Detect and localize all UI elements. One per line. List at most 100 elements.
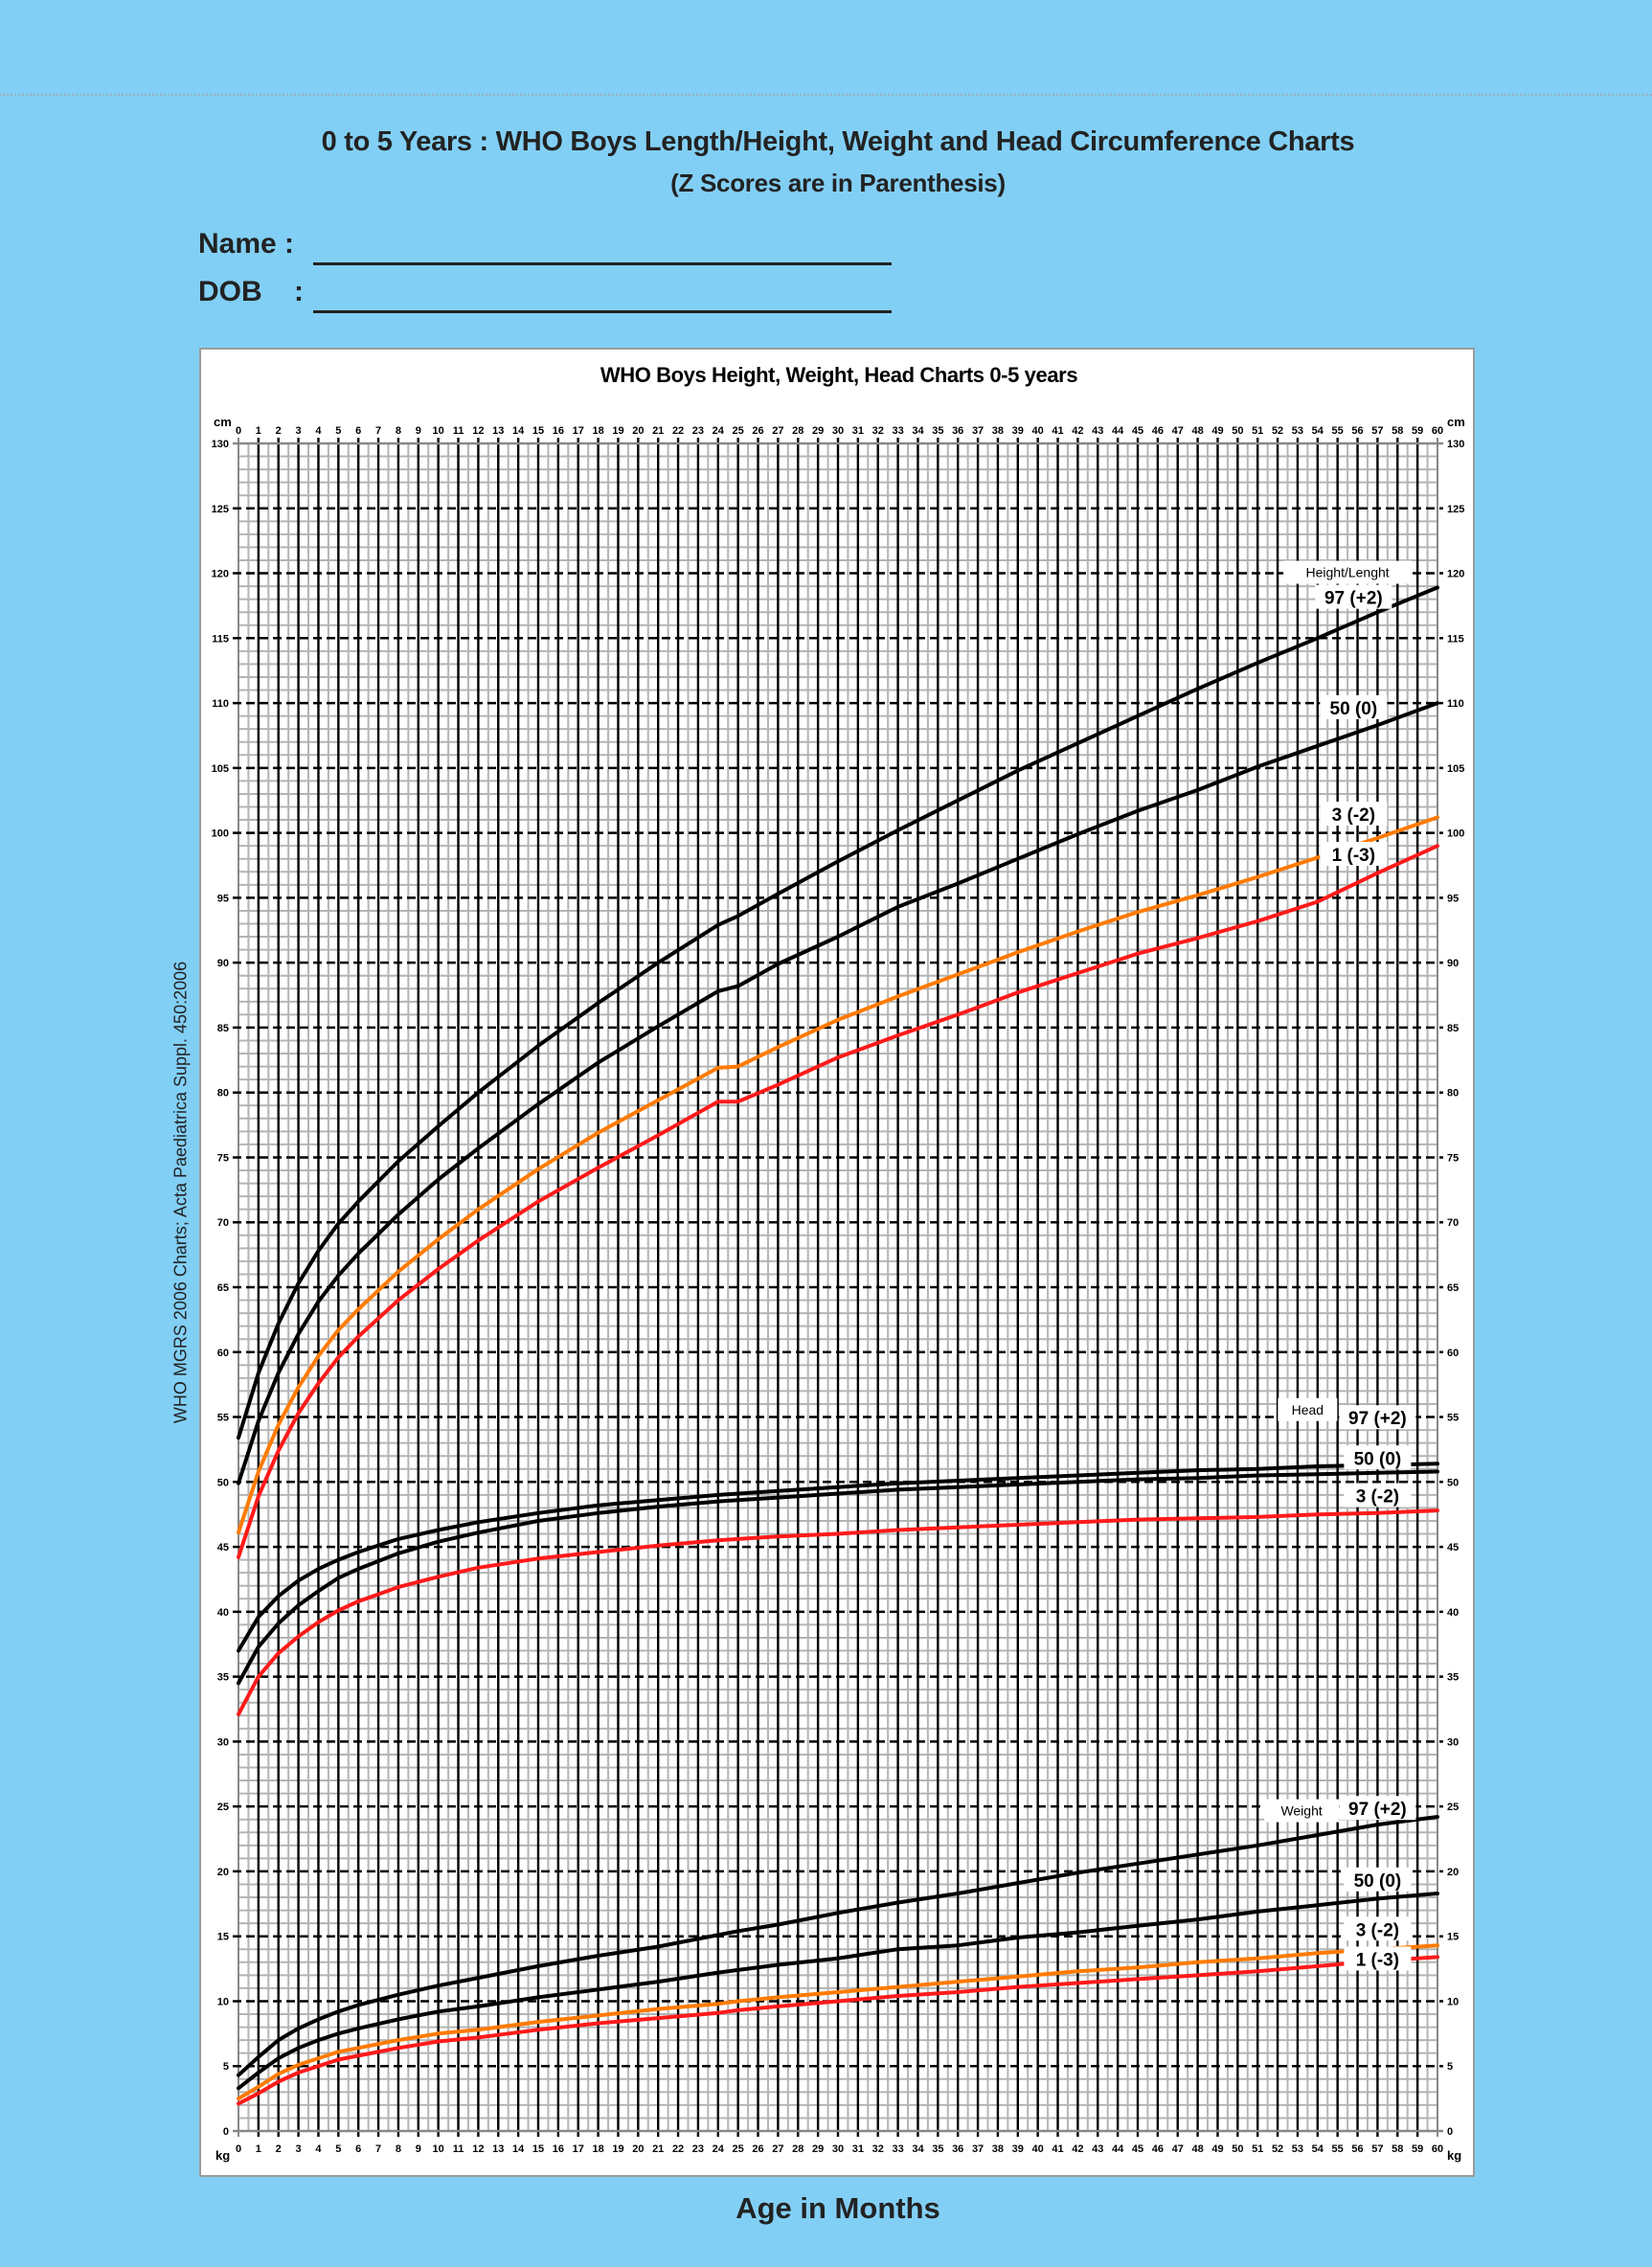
y-tick-label-right: 85 [1447, 1023, 1459, 1034]
x-tick-label-bottom: 8 [396, 2143, 401, 2155]
x-tick-label-top: 33 [892, 425, 903, 437]
x-tick-label-top: 15 [532, 425, 544, 437]
x-tick-label-top: 11 [453, 425, 464, 437]
x-tick-label-bottom: 22 [672, 2143, 684, 2155]
x-tick-label-bottom: 13 [492, 2143, 504, 2155]
x-tick-label-top: 27 [772, 425, 783, 437]
x-tick-label-bottom: 18 [592, 2143, 603, 2155]
x-tick-label-bottom: 2 [276, 2143, 282, 2155]
y-tick-label-right: 20 [1447, 1867, 1459, 1878]
x-tick-label-bottom: 17 [573, 2143, 584, 2155]
x-tick-label-bottom: 50 [1232, 2143, 1243, 2155]
x-tick-label-top: 10 [433, 425, 444, 437]
x-tick-label-bottom: 47 [1172, 2143, 1184, 2155]
x-tick-label-bottom: 1 [256, 2143, 261, 2155]
x-tick-label-bottom: 39 [1012, 2143, 1024, 2155]
series-label: 1 (-3) [1332, 846, 1375, 866]
y-tick-label-left: 5 [223, 2061, 229, 2073]
curve-height-lenght [237, 585, 1439, 1440]
series-label: 50 (0) [1354, 1871, 1402, 1892]
x-tick-label-bottom: 43 [1092, 2143, 1103, 2155]
x-tick-label-top: 13 [492, 425, 504, 437]
x-tick-label-top: 45 [1132, 425, 1143, 437]
x-tick-label-top: 36 [952, 425, 963, 437]
x-tick-label-bottom: 45 [1132, 2143, 1143, 2155]
x-tick-label-bottom: 60 [1432, 2143, 1443, 2155]
x-tick-label-bottom: 20 [632, 2143, 644, 2155]
y-tick-label-left: 10 [217, 1996, 229, 2007]
curve-weight [237, 1815, 1439, 2077]
y-tick-label-right: 90 [1447, 958, 1459, 969]
x-tick-label-top: 43 [1092, 425, 1103, 437]
x-tick-label-top: 42 [1072, 425, 1083, 437]
series-label: 97 (+2) [1348, 1800, 1407, 1820]
curve-head [237, 1462, 1439, 1653]
x-tick-label-top: 59 [1412, 425, 1423, 437]
y-tick-label-right: 35 [1447, 1672, 1459, 1684]
x-tick-label-top: 31 [852, 425, 864, 437]
x-tick-label-bottom: 30 [832, 2143, 844, 2155]
y-tick-label-right: 10 [1447, 1996, 1459, 2007]
y-tick-label-left: 85 [217, 1023, 229, 1034]
x-tick-label-bottom: 58 [1392, 2143, 1403, 2155]
x-tick-label-top: 35 [932, 425, 943, 437]
name-fill-line[interactable] [313, 262, 892, 265]
x-tick-label-top: 9 [416, 425, 421, 437]
page-fold-divider [0, 94, 1652, 96]
y-tick-label-left: 65 [217, 1282, 229, 1294]
y-tick-label-left: 100 [212, 828, 229, 840]
x-tick-label-top: 12 [472, 425, 484, 437]
x-tick-label-bottom: 21 [652, 2143, 664, 2155]
x-tick-label-top: 57 [1371, 425, 1383, 437]
x-tick-label-top: 44 [1112, 425, 1124, 437]
x-tick-label-bottom: 5 [335, 2143, 341, 2155]
x-tick-label-top: 38 [992, 425, 1004, 437]
x-tick-label-bottom: 27 [772, 2143, 783, 2155]
y-tick-label-right: 120 [1447, 569, 1464, 580]
x-tick-label-top: 34 [912, 425, 924, 437]
x-tick-label-bottom: 49 [1211, 2143, 1223, 2155]
x-tick-label-top: 1 [256, 425, 261, 437]
source-citation: WHO MGRS 2006 Charts; Acta Paediatrica S… [170, 961, 191, 1424]
x-tick-label-top: 53 [1292, 425, 1303, 437]
x-tick-label-top: 37 [972, 425, 984, 437]
curve-head [237, 1508, 1439, 1716]
y-tick-label-left: 0 [223, 2126, 229, 2138]
x-tick-label-top: 28 [792, 425, 803, 437]
y-tick-label-right: 70 [1447, 1217, 1459, 1229]
x-tick-label-bottom: 10 [433, 2143, 444, 2155]
curve-height-lenght [237, 815, 1439, 1535]
x-tick-label-bottom: 3 [296, 2143, 302, 2155]
series-label: 97 (+2) [1348, 1409, 1407, 1429]
x-axis-caption: Age in Months [735, 2191, 940, 2225]
y-tick-label-left: 30 [217, 1736, 229, 1748]
x-tick-label-top: 39 [1012, 425, 1024, 437]
growth-chart-plot: 0011223344556677889910101111121213131414… [212, 415, 1465, 2163]
x-tick-label-top: 19 [612, 425, 623, 437]
x-tick-label-bottom: 42 [1072, 2143, 1083, 2155]
x-tick-label-bottom: 37 [972, 2143, 984, 2155]
x-tick-label-bottom: 52 [1272, 2143, 1283, 2155]
dob-fill-line[interactable] [313, 310, 892, 313]
y-tick-label-left: 95 [217, 893, 229, 904]
x-tick-label-top: 22 [672, 425, 684, 437]
series-label: 97 (+2) [1324, 589, 1383, 609]
curve-weight [237, 1892, 1439, 2091]
group-label: Head [1292, 1402, 1324, 1417]
y-tick-label-right: 50 [1447, 1477, 1459, 1488]
y-tick-label-right: 15 [1447, 1932, 1459, 1943]
x-tick-label-bottom: 9 [416, 2143, 421, 2155]
curve-head [237, 1469, 1439, 1686]
y-tick-label-right: 80 [1447, 1088, 1459, 1099]
x-tick-label-top: 46 [1152, 425, 1164, 437]
y-tick-label-right: 75 [1447, 1152, 1459, 1164]
x-tick-label-bottom: 23 [692, 2143, 704, 2155]
x-tick-label-top: 23 [692, 425, 704, 437]
series-label: 50 (0) [1330, 699, 1378, 719]
x-tick-label-bottom: 24 [713, 2143, 725, 2155]
group-label: Weight [1280, 1803, 1322, 1819]
x-tick-label-top: 58 [1392, 425, 1403, 437]
series-label: 3 (-2) [1332, 805, 1375, 826]
x-tick-label-bottom: 15 [532, 2143, 544, 2155]
x-tick-label-top: 8 [396, 425, 401, 437]
